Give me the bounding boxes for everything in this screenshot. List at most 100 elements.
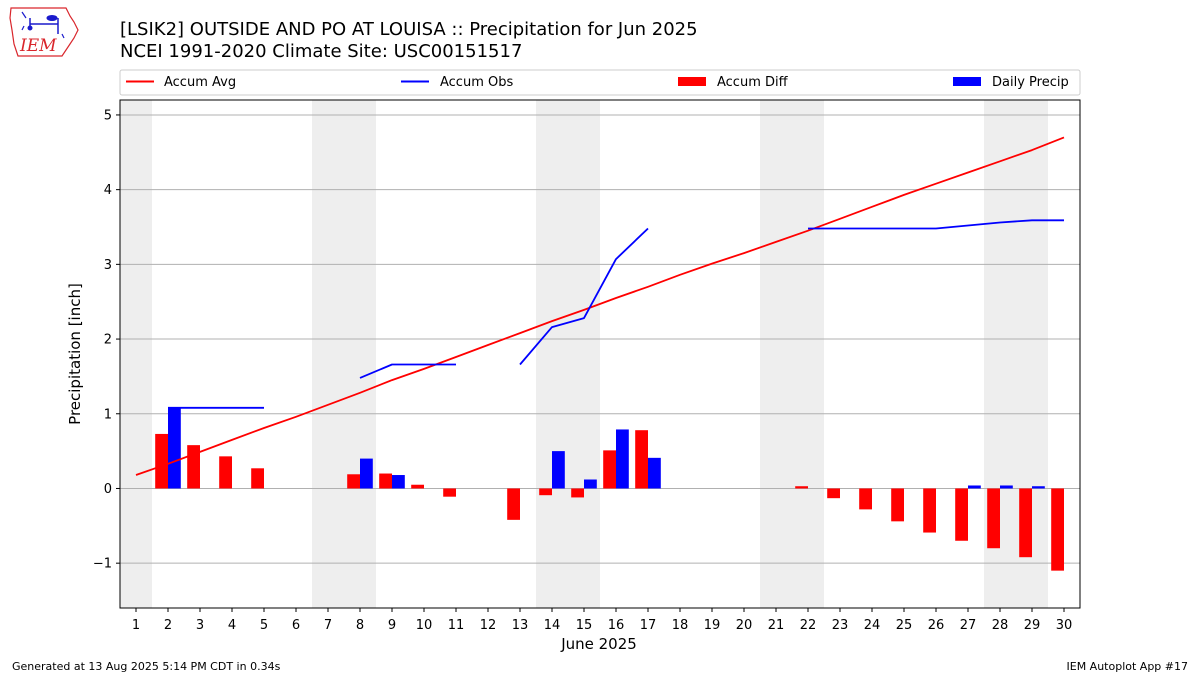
accum-avg-line	[135, 136, 1065, 476]
x-tick-label: 1	[132, 618, 140, 633]
accum-diff-bar	[571, 488, 584, 498]
legend-swatch-accum-diff	[678, 77, 706, 86]
y-tick-label: 4	[104, 183, 112, 198]
daily-precip-bar	[616, 429, 629, 489]
accum-diff-bar	[443, 488, 456, 497]
x-tick-label: 6	[292, 618, 300, 633]
accum-diff-bar	[987, 488, 1000, 549]
accum-diff-bar	[795, 486, 808, 489]
accum-diff-bar	[539, 488, 552, 496]
x-tick-label: 18	[672, 618, 689, 633]
iem-logo: IEM	[9, 7, 79, 57]
y-tick-label: 1	[104, 407, 112, 422]
legend-label-accum-obs: Accum Obs	[440, 75, 513, 90]
legend-label-accum-avg: Accum Avg	[164, 75, 236, 90]
weekend-band	[344, 100, 376, 608]
accum-obs-line	[519, 227, 649, 366]
x-axis-label: June 2025	[560, 635, 637, 653]
weekend-band	[312, 100, 344, 608]
x-tick-label: 30	[1056, 618, 1073, 633]
legend-label-daily-precip: Daily Precip	[992, 75, 1069, 90]
x-tick-label: 11	[448, 618, 465, 633]
weekend-band	[120, 100, 152, 608]
x-tick-label: 25	[896, 618, 913, 633]
x-tick-label: 29	[1024, 618, 1041, 633]
bars	[155, 407, 1064, 571]
daily-precip-bar	[648, 457, 661, 489]
accum-diff-bar	[1051, 488, 1064, 571]
accum-diff-bar	[251, 468, 264, 489]
accum-diff-bar	[1019, 488, 1032, 558]
x-tick-label: 8	[356, 618, 364, 633]
lines	[135, 136, 1065, 476]
daily-precip-bar	[1032, 486, 1045, 489]
accum-obs-line	[808, 219, 1064, 230]
y-tick-label: 3	[104, 258, 112, 273]
footer-app: IEM Autoplot App #17	[1067, 660, 1189, 673]
accum-diff-bar	[859, 488, 872, 510]
chart-subtitle: NCEI 1991-2020 Climate Site: USC00151517	[120, 41, 522, 62]
x-tick-label: 24	[864, 618, 881, 633]
y-tick-label: 2	[104, 333, 112, 348]
daily-precip-bar	[360, 458, 373, 489]
accum-diff-bar	[891, 488, 904, 522]
legend-label-accum-diff: Accum Diff	[717, 75, 789, 90]
x-tick-label: 27	[960, 618, 977, 633]
accum-diff-bar	[187, 445, 200, 489]
daily-precip-bar	[968, 485, 981, 489]
plot-frame	[119, 99, 1081, 609]
x-tick-label: 19	[704, 618, 721, 633]
weekend-shading	[120, 100, 1048, 608]
x-tick-label: 15	[576, 618, 593, 633]
iowa-outline-shape	[9, 7, 79, 57]
weather-station-icon	[21, 11, 65, 39]
x-tick-label: 5	[260, 618, 268, 633]
x-tick-label: 12	[480, 618, 497, 633]
y-tick-label: 5	[104, 108, 112, 123]
x-tick-label: 28	[992, 618, 1009, 633]
x-tick-label: 21	[768, 618, 785, 633]
x-tick-label: 26	[928, 618, 945, 633]
x-tick-label: 2	[164, 618, 172, 633]
accum-obs-line	[359, 363, 456, 379]
x-tick-label: 9	[388, 618, 396, 633]
x-tick-label: 20	[736, 618, 753, 633]
x-axis-ticks: 1 2 3 4 5 6 7 8 9 10 11 12 13 14 15 16 17 18 19 20 21 22 23 24 2…	[132, 608, 1072, 633]
y-tick-label: 0	[104, 482, 112, 497]
weekend-band	[536, 100, 568, 608]
accum-diff-bar	[635, 430, 648, 489]
x-tick-label: 13	[512, 618, 529, 633]
y-axis-label: Precipitation [inch]	[66, 283, 84, 425]
y-tick-label: −1	[93, 557, 112, 572]
footer-generated: Generated at 13 Aug 2025 5:14 PM CDT in …	[12, 660, 281, 673]
accum-diff-bar	[955, 488, 968, 541]
accum-diff-bar	[827, 488, 840, 499]
logo-text: IEM	[19, 36, 57, 56]
accum-diff-bar	[603, 450, 616, 489]
x-tick-label: 14	[544, 618, 561, 633]
x-tick-label: 22	[800, 618, 817, 633]
daily-precip-bar	[1000, 485, 1013, 489]
accum-diff-bar	[379, 473, 392, 489]
weekend-band	[568, 100, 600, 608]
x-tick-label: 10	[416, 618, 433, 633]
accum-diff-bar	[347, 474, 360, 489]
x-tick-label: 17	[640, 618, 657, 633]
legend: Accum Avg Accum Obs Accum Diff Daily Pre…	[119, 69, 1081, 96]
grid-lines	[120, 114, 1080, 564]
accum-diff-bar	[507, 488, 520, 520]
accum-diff-bar	[923, 488, 936, 533]
accum-diff-bar	[155, 433, 168, 489]
accum-diff-bar	[219, 456, 232, 489]
daily-precip-bar	[552, 451, 565, 489]
chart-title: [LSIK2] OUTSIDE AND PO AT LOUISA :: Prec…	[120, 19, 698, 40]
legend-swatch-daily-precip	[953, 77, 981, 86]
weekend-band	[792, 100, 824, 608]
x-tick-label: 23	[832, 618, 849, 633]
legend-box	[119, 69, 1081, 96]
accum-diff-bar	[411, 484, 424, 489]
weekend-band	[760, 100, 792, 608]
y-axis-ticks: −1 0 1 2 3 4 5	[93, 108, 120, 572]
daily-precip-bar	[392, 475, 405, 489]
